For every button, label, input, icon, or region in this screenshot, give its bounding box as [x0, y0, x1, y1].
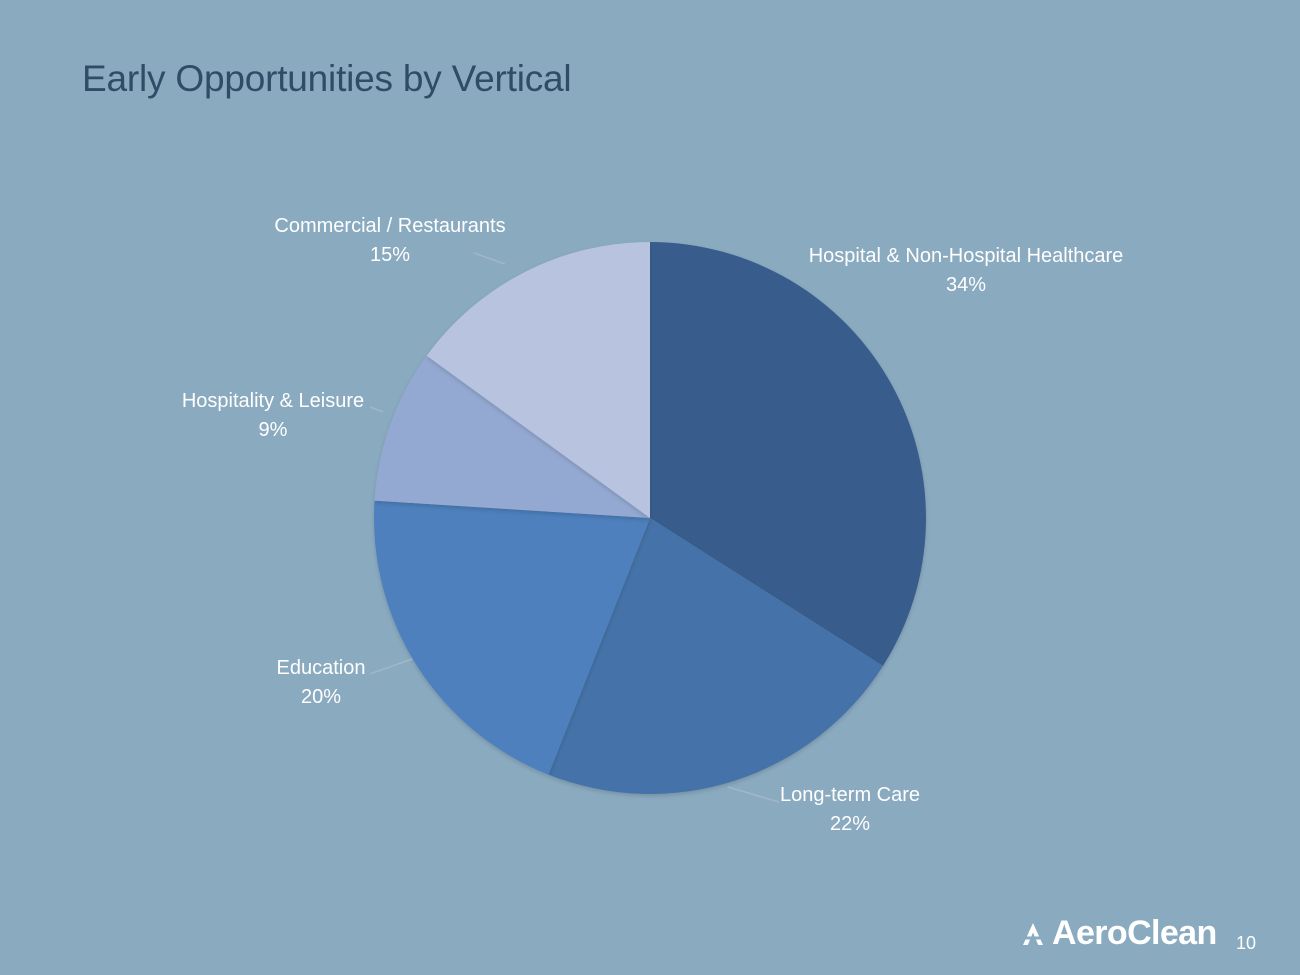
pie-slices — [373, 242, 926, 794]
pie-slice-5 — [426, 242, 650, 518]
leader-lines — [369, 252, 780, 803]
slice-percent-label-4: 9% — [259, 419, 288, 441]
leader-line-3 — [369, 658, 413, 675]
slice-category-label-5: Commercial / Restaurants — [274, 215, 505, 237]
pie-slice-2 — [548, 518, 884, 794]
slide-title: Early Opportunities by Vertical — [82, 58, 572, 99]
slice-percent-label-1: 34% — [946, 274, 986, 296]
slice-category-label-4: Hospitality & Leisure — [182, 390, 364, 412]
pie-slice-1 — [650, 242, 926, 666]
slice-percent-label-2: 22% — [830, 813, 870, 835]
slice-labels: Hospital & Non-Hospital Healthcare 34% Lon… — [182, 215, 1123, 835]
leader-line-4 — [369, 406, 384, 413]
slice-percent-label-3: 20% — [301, 686, 341, 708]
aeroclean-mark-icon — [1022, 922, 1044, 945]
slice-category-label-1: Hospital & Non-Hospital Healthcare — [809, 245, 1124, 267]
logo-text: AeroClean — [1052, 914, 1217, 952]
slice-category-label-2: Long-term Care — [780, 784, 920, 806]
slice-category-label-3: Education — [277, 657, 366, 679]
pie-slice-3 — [373, 500, 650, 775]
page-number: 10 — [1236, 933, 1257, 953]
slice-percent-label-5: 15% — [370, 244, 410, 266]
leader-line-5 — [473, 252, 506, 265]
aeroclean-logo: AeroClean — [1022, 914, 1217, 953]
pie-slice-4 — [374, 355, 650, 518]
leader-line-2 — [727, 786, 780, 803]
